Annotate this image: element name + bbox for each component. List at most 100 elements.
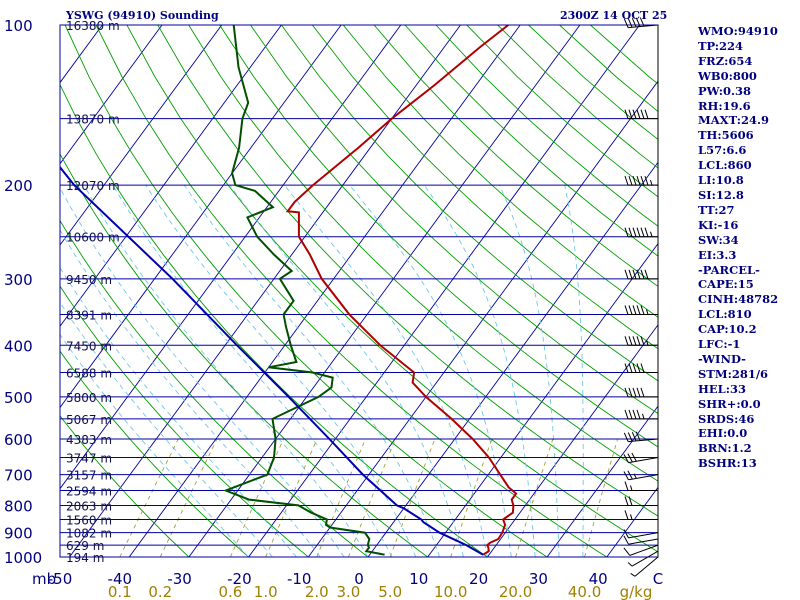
height-label: 1560 m [66,513,112,527]
dewpoint-trace [223,25,385,556]
height-label: 5067 m [66,413,112,427]
wind-barb-half-flag [627,562,633,567]
wind-barb [624,336,658,346]
moist-adiabat-line [145,184,417,557]
moist-adiabat-line [60,266,297,557]
index-item: PW:0.38 [698,83,752,98]
wind-barb-flag [623,471,629,481]
wind-barb-flag [631,452,637,462]
moist-adiabat-line [498,184,560,557]
wind-barb-flag [632,109,637,119]
mixing-ratio-line [159,438,218,557]
wind-barb-flag [632,269,637,279]
mixing-ratio-label: 0.1 [108,583,132,600]
dry-adiabat-line [126,25,658,553]
isotherm-line [60,25,282,327]
temperature-tick-label: -40 [108,570,133,588]
mixing-ratio-label: 1.0 [254,583,278,600]
pressure-tick-label: 400 [4,337,33,355]
wind-barb-flag [632,305,637,315]
temperature-tick-label: 30 [529,570,548,588]
wind-barb-flag [636,387,641,398]
pressure-tick-label: 500 [4,389,33,407]
wind-barb-half-flag [646,309,649,315]
wind-barb [623,535,659,545]
mixing-ratio-label: 20.0 [499,583,532,600]
index-item: MAXT:24.9 [698,113,769,128]
wind-barb-flag [624,269,629,279]
dry-adiabat-line [281,25,658,382]
pressure-tick-label: 100 [4,17,33,35]
dry-adiabat-line [60,350,250,557]
wind-barb-flag [636,363,641,373]
mixing-ratio-line [119,438,179,557]
dry-adiabat-line [404,25,658,257]
temperature-tick-label: 10 [409,570,428,588]
wind-barb-flag [624,175,629,186]
mixing-ratio-line [584,438,619,557]
wind-barb-flag [632,363,637,373]
wind-barb-flag [636,336,641,346]
mixing-ratio-line [389,438,436,557]
mixing-ratio-line [229,438,285,557]
wind-barb-flag [628,409,633,420]
wind-barb-flag [635,17,641,27]
pressure-tick-label: 800 [4,497,33,515]
wind-barb-flag [624,363,629,373]
wind-barb-flag [640,305,645,315]
dry-adiabat-line [188,25,658,482]
index-item: LFC:-1 [698,337,741,352]
sounding-datetime: 2300Z 14 OCT 25 [560,9,668,22]
station-title: YSWG (94910) Sounding [66,9,219,22]
height-label: 629 m [66,539,104,553]
temperature-tick-label: 0 [354,570,364,588]
height-label: 1082 m [66,527,112,541]
wind-barb-flag [632,336,637,346]
wind-barb-flag [628,387,633,398]
wind-barb [624,496,658,506]
wind-barb-shaft [628,532,659,539]
wind-barb-flag [640,269,645,279]
index-item: TH:5606 [698,128,754,143]
wind-barb-flag [632,175,637,186]
isotherm-line [546,405,658,557]
dry-adiabat-line [157,25,658,517]
wind-barb [623,17,659,29]
wind-barb-flag [640,109,645,119]
moist-adiabat-line [60,187,345,557]
index-item: FRZ:654 [698,53,753,68]
index-item: EI:3.3 [698,247,737,262]
wind-barb-flag [640,336,645,346]
isotherm-line [427,242,658,557]
height-label: 9450 m [66,273,112,287]
index-item: CAP:10.2 [698,322,757,337]
height-label: 7450 m [66,339,112,353]
wind-barb-shaft [628,456,659,464]
wind-barb-flag [639,17,645,27]
wind-barb-flag [628,305,633,315]
index-item: LCL:810 [698,307,752,322]
wind-barb-flag [624,336,629,346]
index-item: WB0:800 [698,68,757,83]
index-item: LI:10.8 [698,173,744,188]
index-item: CAPE:15 [698,277,754,292]
wind-barb-flag [640,227,645,237]
isotherm-line [60,25,163,165]
indices-panel: WMO:94910 TP:224 FRZ:654 WB0:800 PW:0.38 RH:1… [698,24,778,471]
temperature-tick-label: -20 [227,570,252,588]
mixing-ratio-label: 10.0 [434,583,467,600]
mixing-ratio-label: 0.2 [148,583,172,600]
index-item: SI:12.8 [698,187,744,202]
mixing-ratio-unit-label: g/kg [620,583,653,600]
pressure-tick-label: 200 [4,177,33,195]
wind-barb-flag [636,269,641,279]
temperature-tick-label: -30 [167,570,192,588]
wind-barb-flag [644,269,649,279]
height-label: 194 m [66,551,104,565]
wind-barb-flag [628,496,633,506]
wind-barb-flag [623,547,631,556]
mixing-ratio-line [515,438,554,557]
wind-barb [627,550,659,567]
index-item: SW:34 [698,232,739,247]
wind-barb [624,175,658,186]
